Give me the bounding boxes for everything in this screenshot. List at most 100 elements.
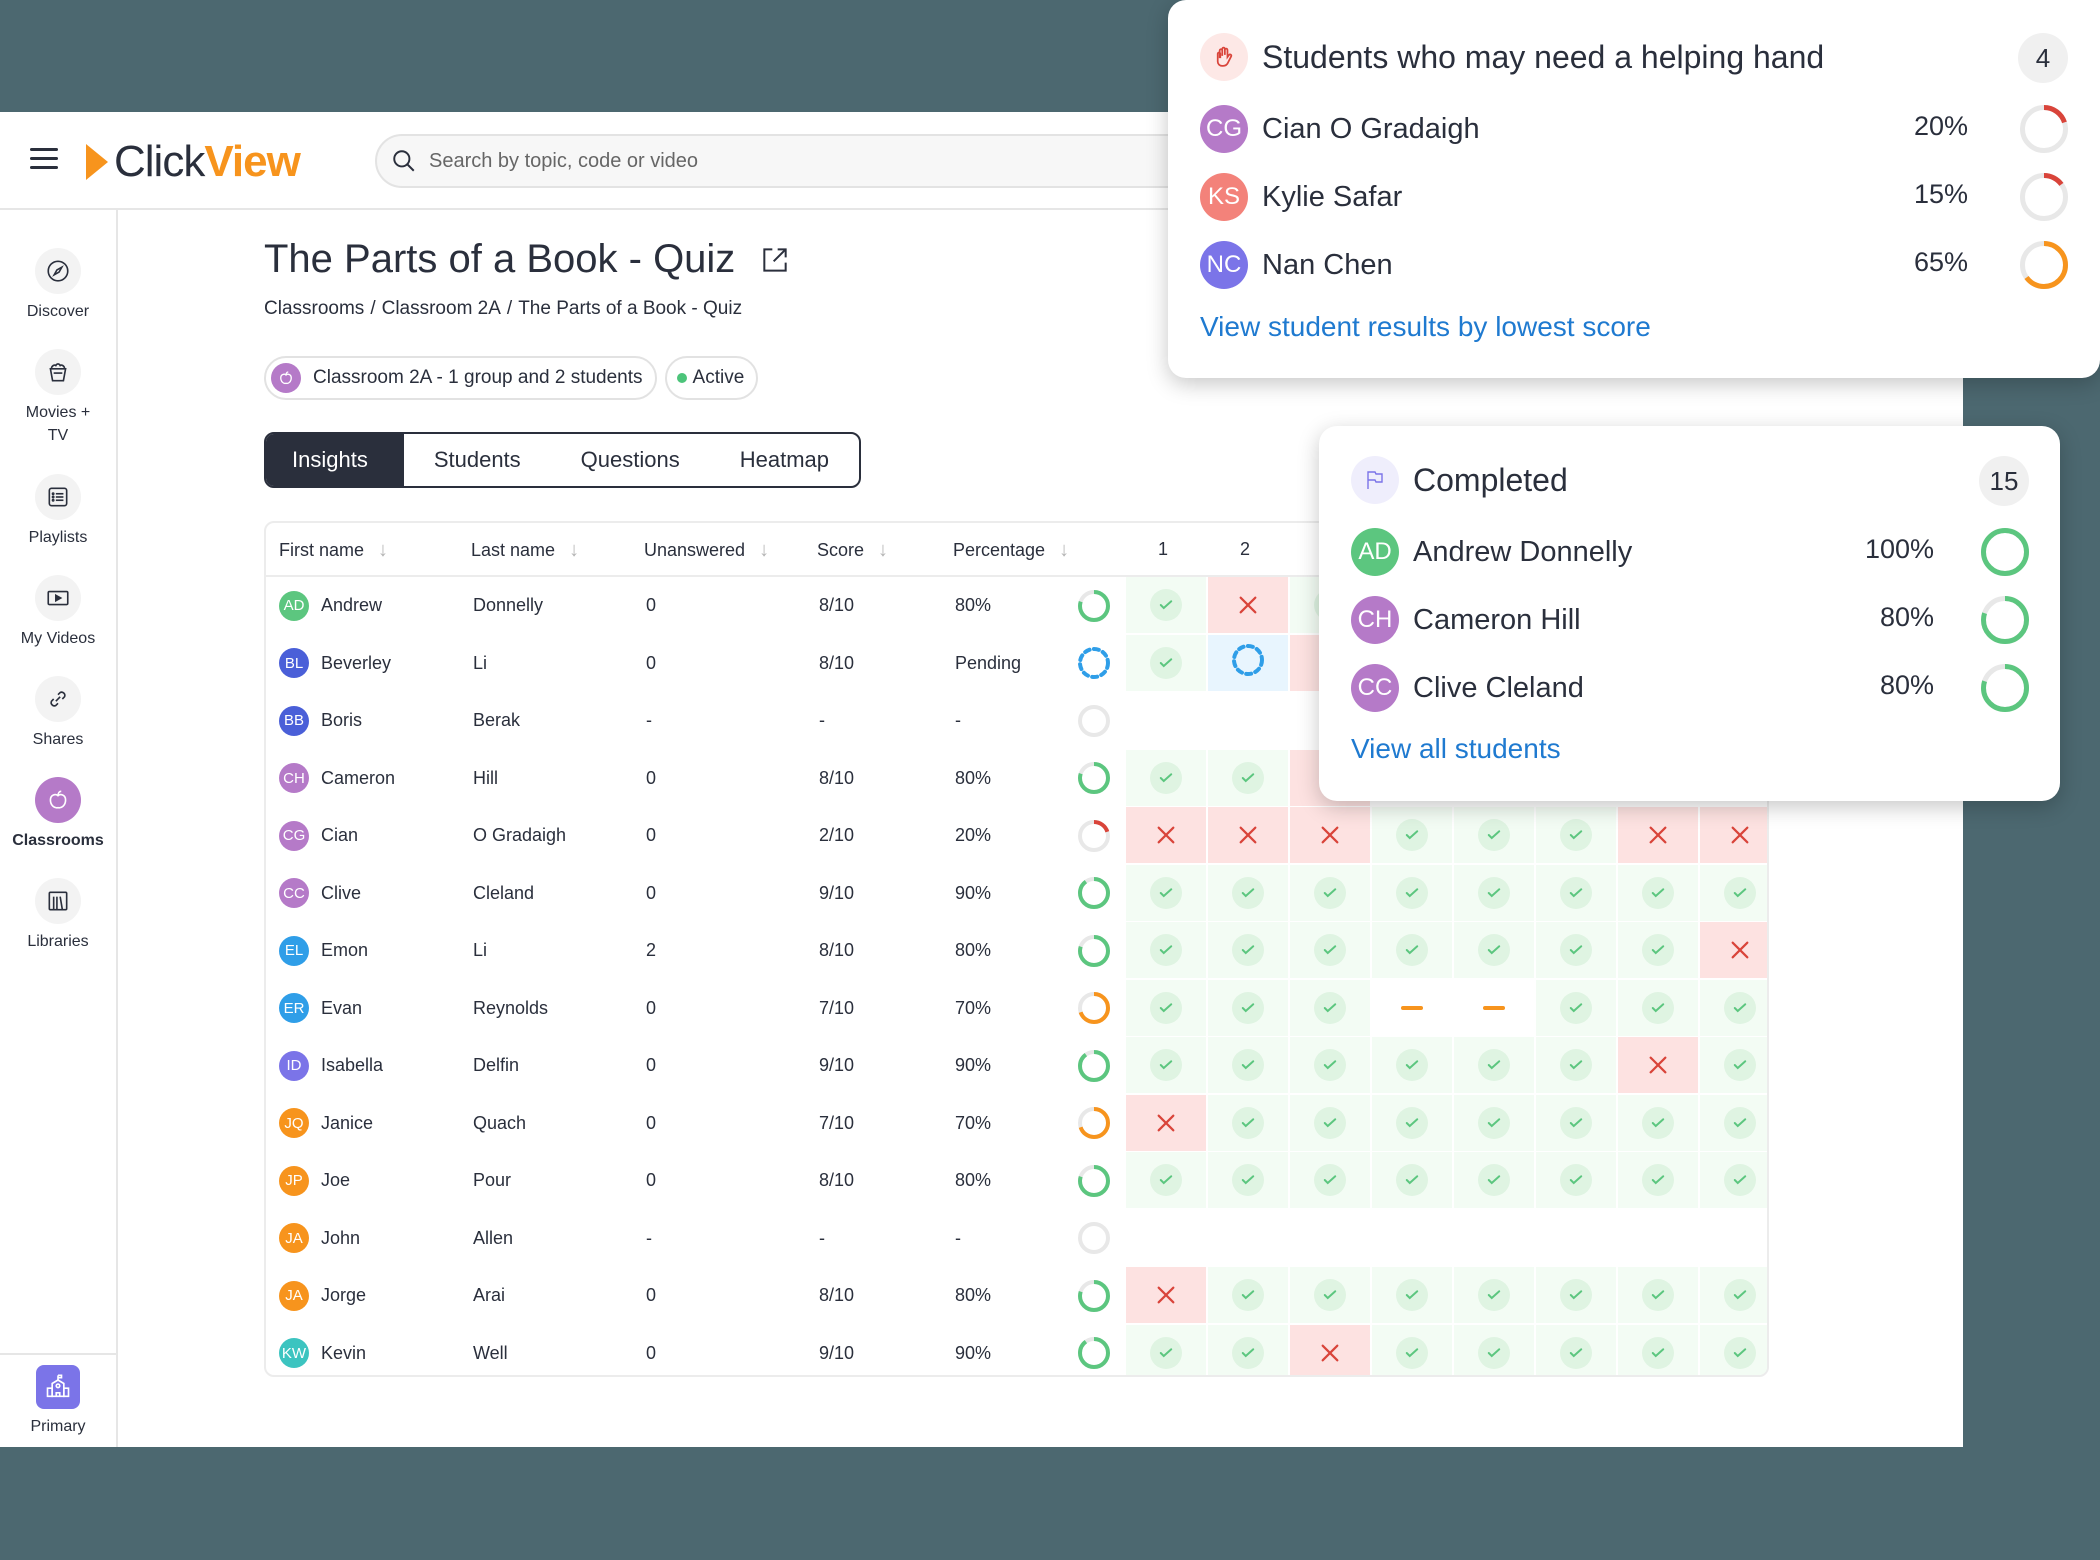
sidebar-item-libraries[interactable]: Libraries xyxy=(0,878,116,953)
sidebar-item-primary[interactable]: Primary xyxy=(0,1353,116,1447)
column-header-last-name[interactable]: Last name ↓ xyxy=(471,539,580,561)
answer-cell[interactable] xyxy=(1618,1037,1698,1093)
answer-cell[interactable] xyxy=(1290,807,1370,863)
answer-cell[interactable] xyxy=(1372,1324,1452,1375)
answer-cell[interactable] xyxy=(1208,922,1288,978)
answer-cell[interactable] xyxy=(1536,1324,1616,1375)
answer-cell[interactable] xyxy=(1454,979,1534,1036)
answer-cell[interactable] xyxy=(1454,1267,1534,1323)
answer-cell[interactable] xyxy=(1290,1094,1370,1151)
sidebar-item-shares[interactable]: Shares xyxy=(0,676,116,751)
answer-cell[interactable] xyxy=(1618,979,1698,1036)
answer-cell[interactable] xyxy=(1208,979,1288,1036)
answer-cell[interactable] xyxy=(1208,577,1288,633)
answer-cell[interactable] xyxy=(1290,979,1370,1036)
tab-insights[interactable]: Insights xyxy=(266,434,404,486)
external-link-icon[interactable] xyxy=(759,244,791,276)
answer-cell[interactable] xyxy=(1290,864,1370,921)
answer-cell[interactable] xyxy=(1536,1094,1616,1151)
answer-cell[interactable] xyxy=(1126,807,1206,863)
answer-cell[interactable] xyxy=(1208,1324,1288,1375)
answer-cell[interactable] xyxy=(1290,1267,1370,1323)
answer-cell[interactable] xyxy=(1454,1324,1534,1375)
answer-cell[interactable] xyxy=(1700,864,1767,921)
answer-cell[interactable] xyxy=(1290,1037,1370,1093)
answer-cell[interactable] xyxy=(1536,807,1616,863)
breadcrumb-classrooms[interactable]: Classrooms xyxy=(264,298,365,319)
answer-cell[interactable] xyxy=(1126,922,1206,978)
view-lowest-score-link[interactable]: View student results by lowest score xyxy=(1200,311,1651,342)
answer-cell[interactable] xyxy=(1454,922,1534,978)
table-row[interactable]: JP Joe Pour 0 8/10 80% xyxy=(266,1152,1767,1210)
table-row[interactable]: CG Cian O Gradaigh 0 2/10 20% xyxy=(266,807,1767,865)
answer-cell[interactable] xyxy=(1208,749,1288,806)
answer-cell[interactable] xyxy=(1700,807,1767,863)
answer-cell[interactable] xyxy=(1618,1152,1698,1208)
answer-cell[interactable] xyxy=(1536,1152,1616,1208)
answer-cell[interactable] xyxy=(1618,1267,1698,1323)
answer-cell[interactable] xyxy=(1126,1094,1206,1151)
answer-cell[interactable] xyxy=(1372,864,1452,921)
answer-cell[interactable] xyxy=(1372,807,1452,863)
answer-cell[interactable] xyxy=(1372,1094,1452,1151)
answer-cell[interactable] xyxy=(1454,864,1534,921)
card-student-row[interactable]: CH Cameron Hill xyxy=(1351,594,1581,646)
tab-heatmap[interactable]: Heatmap xyxy=(739,447,830,472)
answer-cell[interactable] xyxy=(1700,1267,1767,1323)
card-student-row[interactable]: AD Andrew Donnelly xyxy=(1351,526,1632,578)
answer-cell[interactable] xyxy=(1536,1267,1616,1323)
answer-cell[interactable] xyxy=(1126,749,1206,806)
breadcrumb-classroom-2a[interactable]: Classroom 2A xyxy=(381,298,501,319)
answer-cell[interactable] xyxy=(1126,577,1206,633)
classroom-chip[interactable]: Classroom 2A - 1 group and 2 students xyxy=(264,356,657,400)
answer-cell[interactable] xyxy=(1126,634,1206,691)
column-header-unanswered[interactable]: Unanswered ↓ xyxy=(644,539,770,561)
answer-cell[interactable] xyxy=(1372,1267,1452,1323)
card-student-row[interactable]: KS Kylie Safar xyxy=(1200,171,1402,223)
answer-cell[interactable] xyxy=(1454,1094,1534,1151)
card-student-row[interactable]: NC Nan Chen xyxy=(1200,239,1393,291)
answer-cell[interactable] xyxy=(1290,1152,1370,1208)
answer-cell[interactable] xyxy=(1372,922,1452,978)
answer-cell[interactable] xyxy=(1126,979,1206,1036)
menu-icon[interactable] xyxy=(30,148,58,170)
column-header-percentage[interactable]: Percentage ↓ xyxy=(953,539,1070,561)
answer-cell[interactable] xyxy=(1126,1152,1206,1208)
answer-cell[interactable] xyxy=(1372,1037,1452,1093)
answer-cell[interactable] xyxy=(1454,1037,1534,1093)
answer-cell[interactable] xyxy=(1208,634,1288,691)
sidebar-item-classrooms[interactable]: Classrooms xyxy=(0,777,116,852)
answer-cell[interactable] xyxy=(1618,807,1698,863)
table-row[interactable]: EL Emon Li 2 8/10 80% xyxy=(266,922,1767,980)
answer-cell[interactable] xyxy=(1700,1094,1767,1151)
answer-cell[interactable] xyxy=(1126,1267,1206,1323)
tab-students[interactable]: Students xyxy=(433,447,521,472)
card-student-row[interactable]: CC Clive Cleland xyxy=(1351,662,1584,714)
answer-cell[interactable] xyxy=(1372,1152,1452,1208)
table-row[interactable]: CC Clive Cleland 0 9/10 90% xyxy=(266,864,1767,923)
answer-cell[interactable] xyxy=(1618,1324,1698,1375)
answer-cell[interactable] xyxy=(1700,1324,1767,1375)
answer-cell[interactable] xyxy=(1126,1324,1206,1375)
table-row[interactable]: KW Kevin Well 0 9/10 90% xyxy=(266,1324,1767,1375)
sidebar-item-discover[interactable]: Discover xyxy=(0,248,116,323)
column-header-question-1[interactable]: 1 xyxy=(1158,539,1169,559)
clickview-logo[interactable]: Click View xyxy=(86,137,301,186)
answer-cell[interactable] xyxy=(1700,1152,1767,1208)
view-all-students-link[interactable]: View all students xyxy=(1351,733,1561,764)
column-header-score[interactable]: Score ↓ xyxy=(817,539,889,561)
answer-cell[interactable] xyxy=(1290,1324,1370,1375)
sidebar-item-playlists[interactable]: Playlists xyxy=(0,474,116,549)
table-row[interactable]: JA John Allen - - - xyxy=(266,1210,1767,1268)
sidebar-item-movies-tv[interactable]: Movies + TV xyxy=(0,349,116,447)
tab-questions[interactable]: Questions xyxy=(580,447,680,472)
table-row[interactable]: BL Beverley Li 0 8/10 Pending xyxy=(266,634,1767,693)
answer-cell[interactable] xyxy=(1700,1037,1767,1093)
column-header-first-name[interactable]: First name ↓ xyxy=(279,539,389,561)
answer-cell[interactable] xyxy=(1126,1037,1206,1093)
search-input[interactable] xyxy=(429,149,1229,173)
answer-cell[interactable] xyxy=(1372,979,1452,1036)
card-student-row[interactable]: CG Cian O Gradaigh xyxy=(1200,103,1480,155)
answer-cell[interactable] xyxy=(1618,1094,1698,1151)
table-row[interactable]: JA Jorge Arai 0 8/10 80% xyxy=(266,1267,1767,1325)
